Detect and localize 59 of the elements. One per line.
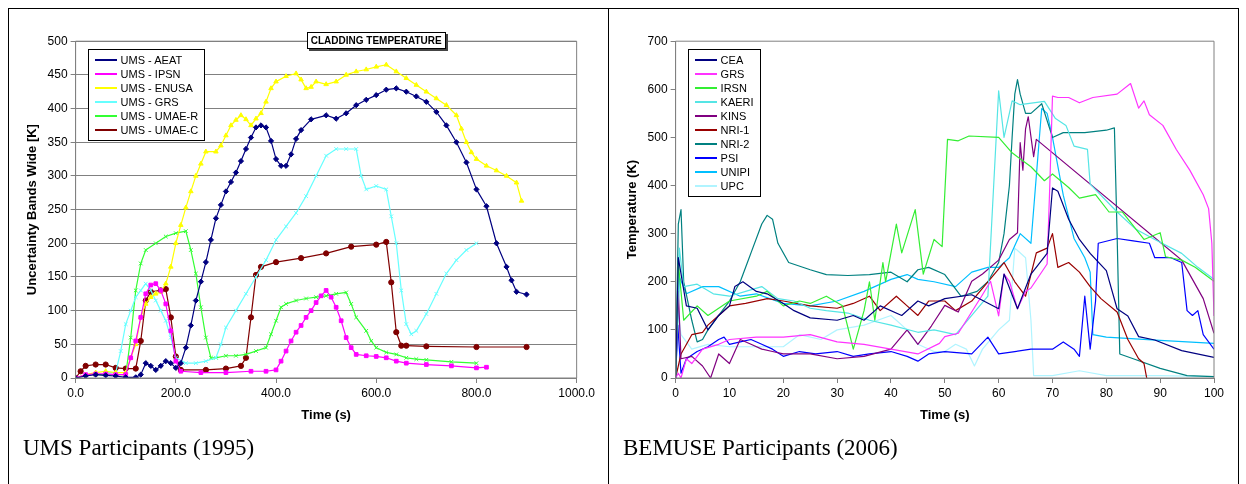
legend-label: NRI-1 [720, 123, 750, 138]
y-tick-label: 350 [47, 134, 68, 149]
chart-title: CLADDING TEMPERATURE [306, 32, 446, 50]
x-tick-label: 200.0 [160, 385, 192, 400]
legend-label: CEA [720, 53, 744, 68]
legend-label: UMS - AEAT [120, 53, 183, 68]
legend-label: UMS - IPSN [120, 67, 181, 82]
x-tick-label: 70 [1045, 385, 1060, 400]
y-tick-label: 150 [47, 269, 68, 284]
y-tick-label: 300 [647, 225, 668, 240]
x-tick-label: 30 [830, 385, 845, 400]
legend-label: UMS - UMAE-C [120, 123, 199, 138]
legend-label: UNIPI [720, 165, 750, 180]
y-tick-label: 400 [647, 177, 668, 192]
y-tick-label: 200 [47, 235, 68, 250]
text: BEMUSE Participants (2006) [623, 435, 898, 461]
y-tick-label: 300 [47, 168, 68, 183]
x-tick-label: 100 [1203, 385, 1225, 400]
x-tick-label: 1000.0 [558, 385, 596, 400]
y-tick-label: 600 [647, 81, 668, 96]
y-tick-label: 400 [47, 100, 68, 115]
y-tick-label: 0 [60, 370, 68, 385]
text: UMS Participants (1995) [23, 435, 255, 461]
y-tick-label: 500 [47, 33, 68, 48]
legend-label: KINS [720, 109, 747, 124]
legend-label: UPC [720, 179, 744, 194]
legend-label: GRS [720, 67, 745, 82]
x-axis-title: Time (s) [920, 406, 970, 422]
x-tick-label: 400.0 [261, 385, 292, 400]
legend-label: KAERI [720, 95, 754, 110]
y-tick-label: 700 [647, 33, 668, 48]
y-tick-label: 0 [660, 370, 668, 385]
x-tick-label: 90 [1153, 385, 1168, 400]
legend-label: PSI [720, 151, 739, 166]
y-tick-label: 100 [647, 322, 668, 337]
x-tick-label: 0 [672, 385, 680, 400]
x-tick-label: 60 [991, 385, 1006, 400]
legend-label: UMS - UMAE-R [120, 109, 199, 124]
y-tick-label: 100 [47, 302, 68, 317]
x-tick-label: 20 [776, 385, 791, 400]
x-tick-label: 0.0 [67, 385, 85, 400]
x-tick-label: 40 [884, 385, 898, 400]
y-tick-label: 500 [647, 129, 668, 144]
legend-label: UMS - GRS [120, 95, 179, 110]
y-tick-label: 50 [54, 336, 68, 351]
y-tick-label: 200 [647, 274, 668, 289]
legend-label: UMS - ENUSA [120, 81, 193, 96]
legend-label: IRSN [720, 81, 747, 96]
y-axis-title: Uncertainty Bands Wide [K] [24, 124, 40, 296]
y-tick-label: 450 [47, 67, 68, 82]
x-tick-label: 10 [722, 385, 737, 400]
x-tick-label: 600.0 [361, 385, 392, 400]
x-tick-label: 800.0 [461, 385, 492, 400]
y-tick-label: 250 [47, 201, 68, 216]
legend-label: NRI-2 [720, 137, 750, 152]
x-axis-title: Time (s) [301, 406, 351, 422]
x-tick-label: 50 [938, 385, 952, 400]
x-tick-label: 80 [1099, 385, 1114, 400]
y-axis-title: Temperature (K) [624, 159, 640, 260]
